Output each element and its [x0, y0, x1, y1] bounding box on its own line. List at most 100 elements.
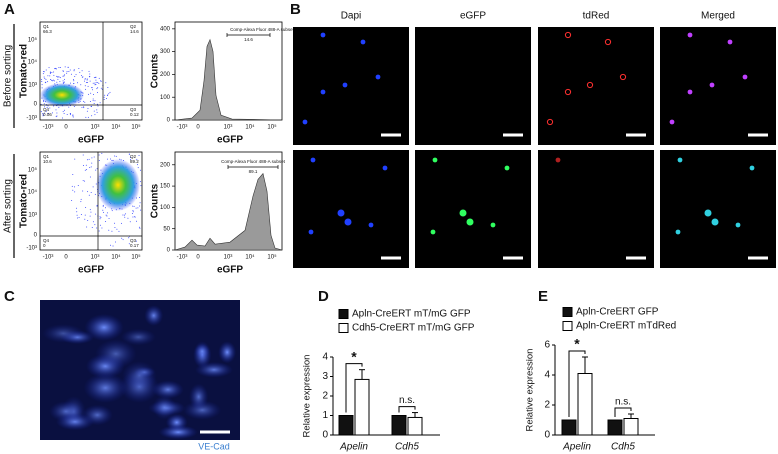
y-tick-label: 200: [160, 72, 171, 78]
event-dot: [122, 214, 124, 216]
event-dot: [80, 84, 82, 86]
event-dot: [97, 105, 99, 107]
event-dot: [61, 117, 63, 119]
cell: [320, 89, 326, 95]
event-dot: [132, 211, 134, 213]
axis-title: Counts: [150, 183, 161, 218]
cell: [120, 328, 156, 346]
cell: [382, 165, 388, 171]
event-dot: [44, 106, 46, 108]
event-dot: [53, 80, 55, 82]
cell: [687, 32, 693, 38]
event-dot: [59, 77, 61, 79]
bar: [561, 419, 577, 436]
event-dot: [70, 73, 72, 75]
event-dot: [68, 71, 70, 73]
event-dot: [66, 113, 68, 115]
quadrant-value: 14.6: [130, 29, 139, 34]
cell: [152, 380, 184, 399]
event-dot: [98, 230, 100, 232]
micrograph: [538, 150, 654, 268]
cell: [55, 413, 95, 431]
event-dot: [99, 216, 101, 218]
cell: [749, 165, 755, 171]
y-tick-label: 0: [34, 102, 38, 108]
event-dot: [87, 108, 89, 110]
event-dot: [87, 85, 89, 87]
event-dot: [51, 112, 53, 114]
event-dot: [92, 94, 94, 96]
y-tick-label: 10⁵: [28, 167, 38, 174]
event-dot: [43, 103, 45, 105]
event-dot: [52, 79, 54, 81]
event-dot: [55, 67, 57, 69]
event-dot: [47, 75, 49, 77]
event-dot: [95, 213, 97, 215]
cell: [342, 82, 348, 88]
gate-label: Comp-Alexa Fluor 488-A subset: [230, 27, 295, 32]
x-tick-label: 10⁴: [245, 124, 255, 131]
event-dot: [86, 169, 88, 171]
event-dot: [91, 226, 93, 228]
event-dot: [63, 113, 65, 115]
event-dot: [98, 154, 100, 156]
event-dot: [80, 201, 82, 203]
event-dot: [137, 207, 139, 209]
significance-label: n.s.: [615, 397, 631, 408]
quadrant-name: Q4: [43, 238, 50, 243]
event-dot: [96, 168, 98, 170]
event-dot: [68, 106, 70, 108]
event-dot: [130, 159, 132, 161]
event-dot: [43, 70, 45, 72]
legend-swatch: [338, 323, 349, 333]
event-dot: [48, 67, 50, 69]
event-dot: [99, 102, 101, 104]
y-tick-label: 2: [544, 400, 550, 411]
y-tick-label: 0: [167, 118, 171, 124]
event-dot: [86, 159, 88, 161]
event-dot: [42, 114, 44, 116]
event-dot: [76, 211, 78, 213]
event-dot: [96, 103, 98, 105]
event-dot: [118, 230, 120, 232]
y-tick-label: 10³: [28, 83, 37, 89]
axis-title: eGFP: [217, 135, 243, 146]
event-dot: [92, 82, 94, 84]
event-dot: [84, 214, 86, 216]
y-tick-label: 10⁴: [28, 189, 38, 196]
y-tick-label: 150: [160, 184, 171, 190]
event-dot: [100, 80, 102, 82]
event-dot: [71, 199, 73, 201]
event-dot: [121, 237, 123, 239]
event-dot: [99, 224, 101, 226]
event-dot: [97, 87, 99, 89]
event-dot: [82, 154, 84, 156]
cell: [619, 73, 627, 81]
event-dot: [43, 76, 45, 78]
event-dot: [89, 75, 91, 77]
x-tick-label: Apelin: [339, 442, 368, 453]
event-dot: [115, 155, 117, 157]
event-dot: [106, 215, 108, 217]
y-tick-label: 100: [160, 95, 171, 101]
event-dot: [82, 190, 84, 192]
event-dot: [66, 72, 68, 74]
significance-label: *: [351, 348, 357, 364]
x-tick-label: 10⁵: [131, 254, 141, 261]
stain-label: VE-Cad: [198, 441, 230, 451]
event-dot: [69, 69, 71, 71]
cell: [504, 165, 510, 171]
event-dot: [104, 207, 106, 209]
event-dot: [72, 115, 74, 117]
event-dot: [85, 207, 87, 209]
event-dot: [128, 243, 130, 245]
legend-swatch: [562, 321, 573, 331]
event-dot: [136, 158, 138, 160]
event-dot: [72, 189, 74, 191]
event-dot: [91, 162, 93, 164]
event-dot: [132, 216, 134, 218]
event-dot: [87, 116, 89, 118]
event-dot: [80, 198, 82, 200]
y-tick-label: 1: [322, 410, 328, 421]
event-dot: [89, 176, 91, 178]
